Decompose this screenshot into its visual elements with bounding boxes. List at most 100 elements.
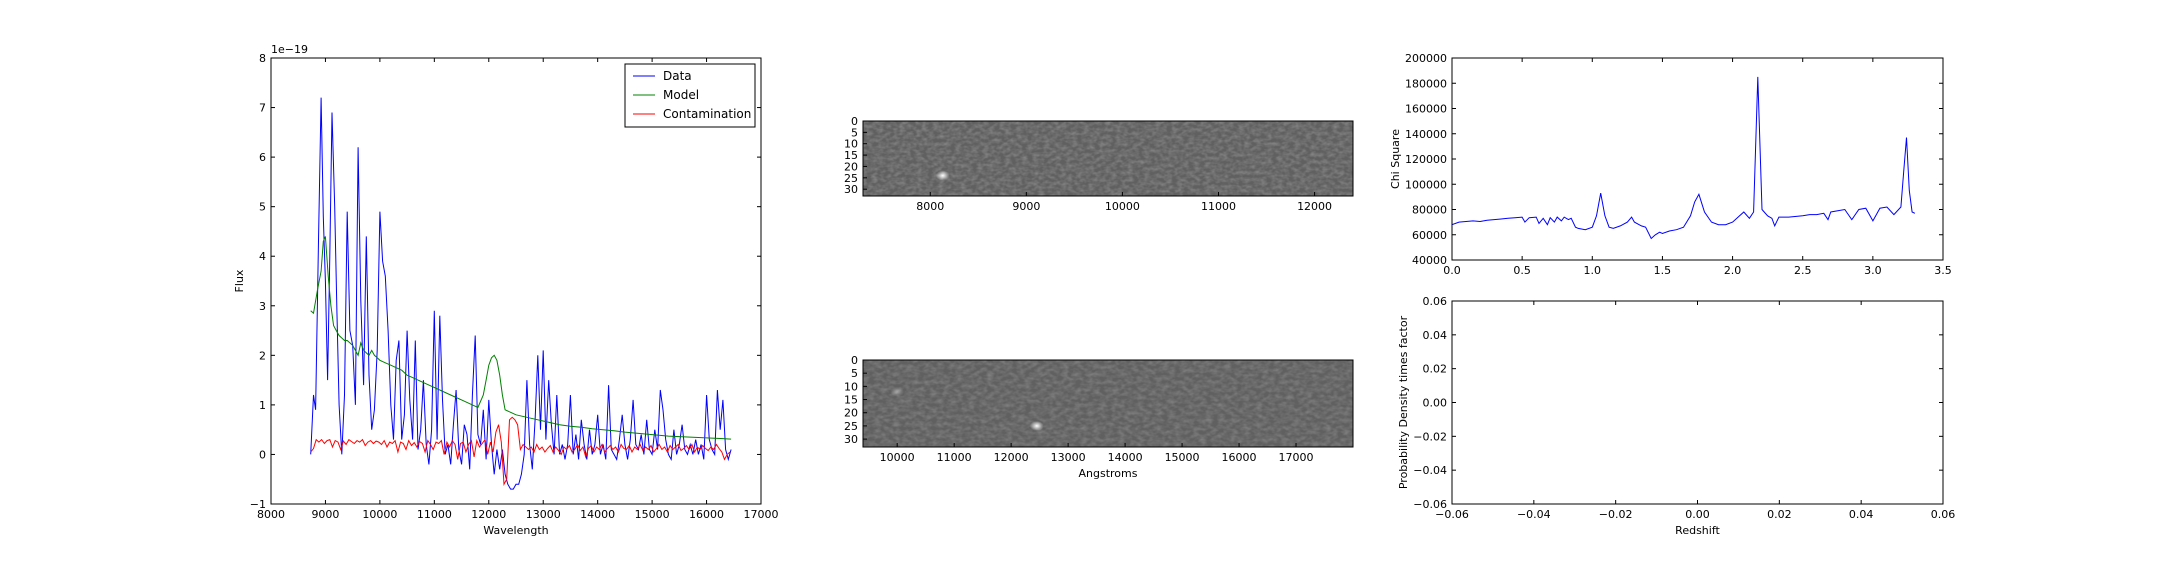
x-axis-label: Angstroms bbox=[1079, 467, 1138, 480]
y-tick-label: 15 bbox=[844, 149, 858, 162]
bright-spot bbox=[1029, 420, 1044, 431]
y-tick-label: 6 bbox=[259, 151, 266, 164]
y-tick-label: 160000 bbox=[1405, 103, 1447, 116]
y-tick-label: 40000 bbox=[1412, 254, 1447, 267]
image-tint bbox=[863, 360, 1353, 447]
legend-label-model: Model bbox=[663, 88, 699, 102]
image-image-bottom bbox=[863, 360, 1353, 447]
y-tick-label: 0 bbox=[851, 115, 858, 128]
bright-spot bbox=[890, 386, 905, 397]
y-tick-label: 2 bbox=[259, 349, 266, 362]
x-tick-label: 9000 bbox=[1012, 200, 1040, 213]
axes-frame bbox=[1451, 300, 1944, 505]
image-noise bbox=[863, 121, 1353, 196]
y-tick-label: 0 bbox=[259, 448, 266, 461]
x-tick-label: 2.5 bbox=[1794, 264, 1812, 277]
panel-pdf: −0.06 −0.04 −0.02 0.00 0.02 0.04 0.06 −0.06 −0.0… bbox=[1397, 295, 1955, 537]
y-tick-label: 5 bbox=[851, 367, 858, 380]
x-tick-label: 15000 bbox=[635, 508, 670, 521]
x-tick-label: 0.02 bbox=[1767, 508, 1792, 521]
panel-spectrum: 8000 9000 10000 11000 12000 13000 14000 15000 16… bbox=[233, 43, 779, 537]
series-data bbox=[310, 97, 732, 490]
y-tick-label: 25 bbox=[844, 172, 858, 185]
y-tick-label: −1 bbox=[250, 498, 266, 511]
y-tick-label: 20 bbox=[844, 407, 858, 420]
y-tick-label: 200000 bbox=[1405, 52, 1447, 65]
y-tick-label: 60000 bbox=[1412, 229, 1447, 242]
axes-frame bbox=[270, 57, 762, 505]
x-tick-label: 16000 bbox=[1222, 451, 1257, 464]
x-tick-label: 14000 bbox=[580, 508, 615, 521]
x-tick-label: 11000 bbox=[937, 451, 972, 464]
y-tick-label: 0.02 bbox=[1423, 363, 1448, 376]
y-tick-label: 1 bbox=[259, 399, 266, 412]
y-tick-label: 10 bbox=[844, 380, 858, 393]
x-axis-label: Wavelength bbox=[483, 524, 548, 537]
y-axis-label: Probability Density times factor bbox=[1397, 315, 1410, 489]
x-tick-label: 12000 bbox=[994, 451, 1029, 464]
axes-frame bbox=[862, 120, 1354, 197]
x-tick-label: 8000 bbox=[916, 200, 944, 213]
x-tick-label: 11000 bbox=[417, 508, 452, 521]
x-tick-label: 2.0 bbox=[1724, 264, 1742, 277]
y-tick-label: 80000 bbox=[1412, 204, 1447, 217]
x-tick-label: 15000 bbox=[1165, 451, 1200, 464]
x-tick-label: 1.5 bbox=[1654, 264, 1672, 277]
panel-image-bottom: 10000 11000 12000 13000 14000 15000 16000 17000… bbox=[844, 354, 1354, 480]
x-tick-label: −0.04 bbox=[1517, 508, 1551, 521]
x-tick-label: 9000 bbox=[311, 508, 339, 521]
y-axis-label: Flux bbox=[233, 269, 246, 292]
x-tick-label: −0.02 bbox=[1599, 508, 1633, 521]
x-tick-label: 10000 bbox=[1105, 200, 1140, 213]
plot-area bbox=[310, 97, 732, 490]
y-tick-label: 8 bbox=[259, 52, 266, 65]
panel-chisq: 0.0 0.5 1.0 1.5 2.0 2.5 3.0 3.5 40000 60000 80000 1… bbox=[1389, 52, 1952, 277]
series-line-0 bbox=[1452, 76, 1916, 240]
legend: Data Model Contamination bbox=[624, 63, 756, 128]
x-tick-label: 0.00 bbox=[1685, 508, 1710, 521]
y-axis-label: Chi Square bbox=[1389, 129, 1402, 189]
y-tick-label: 100000 bbox=[1405, 178, 1447, 191]
image-noise bbox=[863, 360, 1353, 447]
bright-spot bbox=[935, 170, 950, 181]
x-tick-label: 3.5 bbox=[1934, 264, 1952, 277]
x-tick-label: 3.0 bbox=[1864, 264, 1882, 277]
x-tick-label: 8000 bbox=[257, 508, 285, 521]
y-tick-label: 7 bbox=[259, 102, 266, 115]
y-tick-label: 10 bbox=[844, 138, 858, 151]
y-tick-label: 0.04 bbox=[1423, 329, 1448, 342]
image-tint bbox=[863, 121, 1353, 196]
y-tick-label: 15 bbox=[844, 394, 858, 407]
y-tick-label: −0.04 bbox=[1413, 464, 1447, 477]
y-tick-label: 20 bbox=[844, 160, 858, 173]
x-tick-label: 1.0 bbox=[1584, 264, 1602, 277]
series-contamination bbox=[310, 416, 731, 486]
offset-text: 1e−19 bbox=[271, 43, 308, 56]
legend-label-contamination: Contamination bbox=[663, 107, 751, 121]
y-tick-label: 180000 bbox=[1405, 77, 1447, 90]
y-tick-label: 3 bbox=[259, 300, 266, 313]
x-tick-label: 12000 bbox=[471, 508, 506, 521]
legend-label-data: Data bbox=[663, 69, 692, 83]
y-tick-label: −0.02 bbox=[1413, 430, 1447, 443]
y-tick-label: 0.06 bbox=[1423, 295, 1448, 308]
y-tick-label: 120000 bbox=[1405, 153, 1447, 166]
y-tick-label: 4 bbox=[259, 250, 266, 263]
series-model bbox=[310, 236, 732, 440]
axes-frame bbox=[862, 359, 1354, 448]
y-tick-label: 5 bbox=[259, 201, 266, 214]
x-tick-label: 0.04 bbox=[1849, 508, 1874, 521]
x-tick-label: 13000 bbox=[1051, 451, 1086, 464]
y-tick-label: 140000 bbox=[1405, 128, 1447, 141]
x-tick-label: 17000 bbox=[1279, 451, 1314, 464]
x-tick-label: −0.06 bbox=[1435, 508, 1469, 521]
x-axis-label: Redshift bbox=[1675, 524, 1720, 537]
y-tick-label: 5 bbox=[851, 126, 858, 139]
x-tick-label: 17000 bbox=[744, 508, 779, 521]
x-tick-label: 0.5 bbox=[1513, 264, 1531, 277]
x-tick-label: 14000 bbox=[1108, 451, 1143, 464]
x-tick-label: 0.0 bbox=[1443, 264, 1461, 277]
x-tick-label: 13000 bbox=[526, 508, 561, 521]
